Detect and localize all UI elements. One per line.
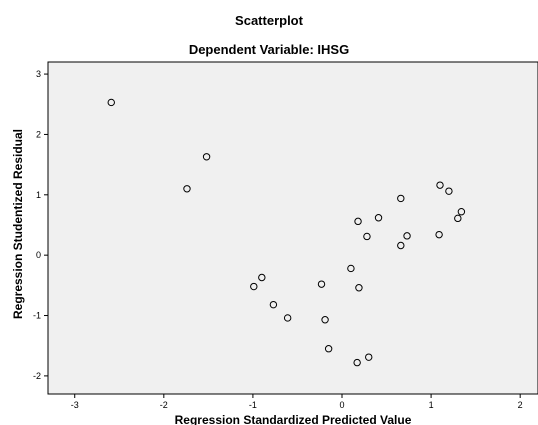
x-tick-label: -2 (160, 400, 168, 410)
y-axis-title: Regression Studentized Residual (11, 129, 25, 319)
y-axis-ticks: -2 -1 0 1 2 3 (33, 69, 48, 381)
y-tick-label: 3 (36, 69, 41, 79)
y-tick-label: 0 (36, 250, 41, 260)
y-tick-label: 2 (36, 129, 41, 139)
y-tick-label: 1 (36, 190, 41, 200)
x-axis-ticks: -3 -2 -1 0 1 2 (71, 394, 523, 410)
x-tick-label: -1 (249, 400, 257, 410)
y-tick-label: -1 (33, 311, 41, 321)
x-axis-title: Regression Standardized Predicted Value (175, 413, 412, 425)
plot-area (48, 62, 538, 394)
y-tick-label: -2 (33, 371, 41, 381)
x-tick-label: -3 (71, 400, 79, 410)
x-tick-label: 0 (339, 400, 344, 410)
x-tick-label: 1 (429, 400, 434, 410)
x-tick-label: 2 (518, 400, 523, 410)
